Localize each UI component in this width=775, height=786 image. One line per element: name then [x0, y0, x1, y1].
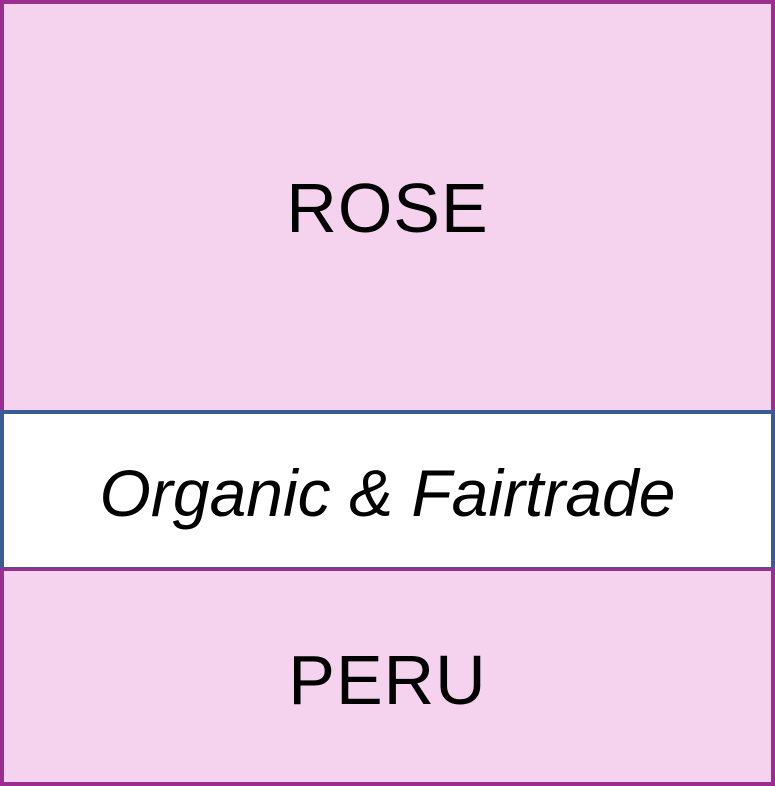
origin-country: PERU [288, 640, 487, 719]
certification-text: Organic & Fairtrade [99, 455, 676, 530]
product-name: ROSE [286, 169, 489, 247]
top-band: ROSE [0, 0, 775, 413]
middle-band: Organic & Fairtrade [0, 410, 775, 571]
bottom-band: PERU [0, 568, 775, 786]
